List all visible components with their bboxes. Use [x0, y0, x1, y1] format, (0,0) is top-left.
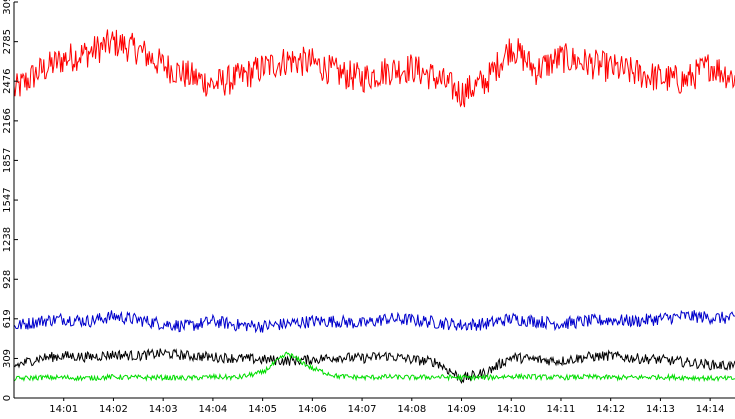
x-tick-label: 14:10: [497, 404, 526, 415]
y-tick-label: 0: [2, 395, 13, 401]
y-tick-label: 2785: [2, 29, 13, 54]
series-line-3: [13, 348, 735, 385]
y-tick-label: 1547: [2, 187, 13, 212]
x-tick-label: 14:02: [99, 404, 128, 415]
x-tick-label: 14:05: [248, 404, 277, 415]
y-tick-label: 3095: [2, 0, 13, 15]
x-tick-label: 14:08: [397, 404, 426, 415]
x-tick-label: 14:14: [696, 404, 725, 415]
x-tick-label: 14:03: [149, 404, 178, 415]
y-tick-label: 619: [2, 309, 13, 328]
series-line-4: [13, 351, 735, 383]
x-tick-label: 14:09: [447, 404, 476, 415]
x-tick-label: 14:07: [348, 404, 377, 415]
x-tick-label: 14:04: [198, 404, 227, 415]
y-tick-label: 928: [2, 270, 13, 289]
x-tick-label: 14:01: [49, 404, 78, 415]
x-tick-label: 14:06: [298, 404, 327, 415]
series-line-2: [13, 309, 735, 334]
x-tick-label: 14:13: [646, 404, 675, 415]
y-tick-label: 309: [2, 349, 13, 368]
y-tick-label: 2166: [2, 108, 13, 133]
series-layer: [13, 29, 735, 385]
series-line-1: [13, 29, 735, 108]
x-tick-label: 14:11: [547, 404, 576, 415]
y-tick-label: 1238: [2, 227, 13, 252]
x-tick-label: 14:12: [596, 404, 625, 415]
y-tick-label: 2476: [2, 68, 13, 93]
y-tick-label: 1857: [2, 148, 13, 173]
